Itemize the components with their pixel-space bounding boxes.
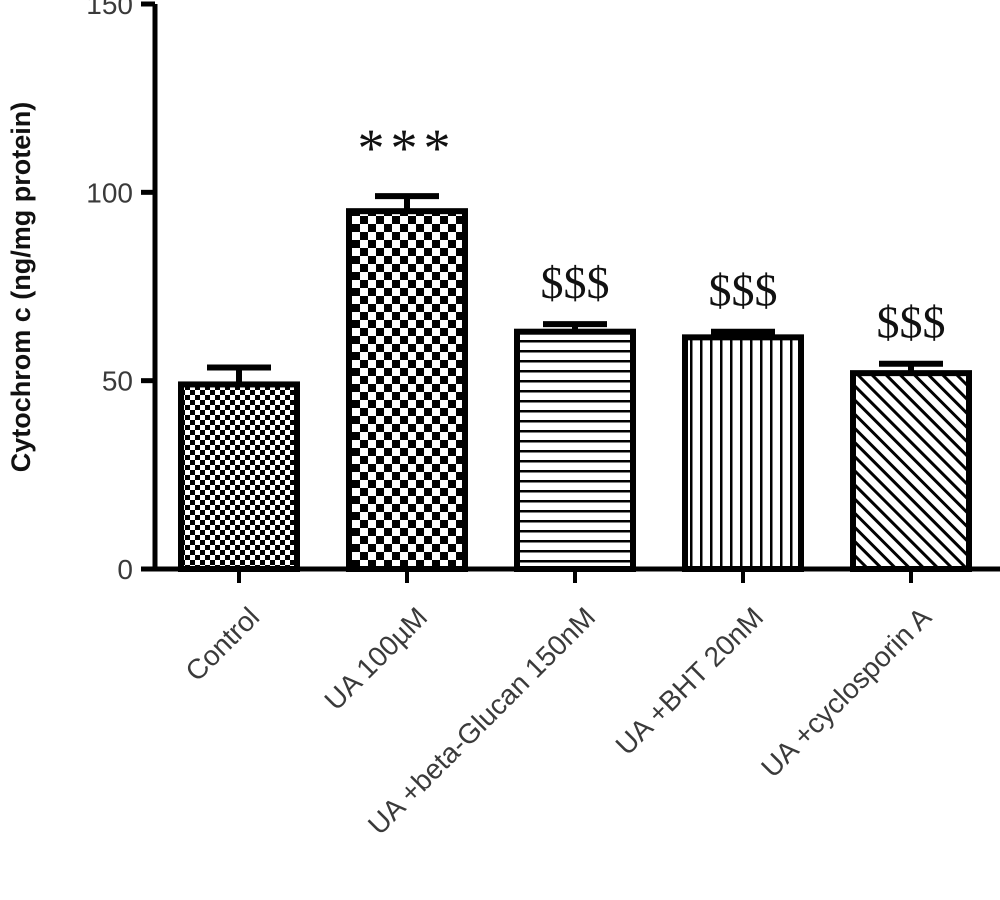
x-tick-label: UA 100µM: [318, 601, 433, 716]
bar: [850, 370, 972, 572]
x-tick-label: UA +cyclosporin A: [755, 601, 937, 783]
y-axis-title: Cytochrom c (ng/mg protein): [6, 102, 36, 473]
bar: [682, 334, 804, 572]
y-tick-label: 50: [102, 366, 133, 397]
bar: [514, 328, 636, 573]
y-tick-label: 150: [86, 0, 133, 20]
y-tick-label: 100: [86, 177, 133, 208]
y-tick-label: 0: [117, 554, 133, 585]
significance-annotation: $$$: [541, 257, 610, 308]
significance-annotation: $$$: [709, 265, 778, 316]
significance-annotation: ***: [358, 118, 457, 178]
x-tick-label: UA +BHT 20nM: [610, 601, 770, 761]
significance-annotation: $$$: [877, 297, 946, 348]
x-tick-label: Control: [179, 601, 265, 687]
bar: [346, 208, 468, 573]
bar: [178, 381, 300, 572]
